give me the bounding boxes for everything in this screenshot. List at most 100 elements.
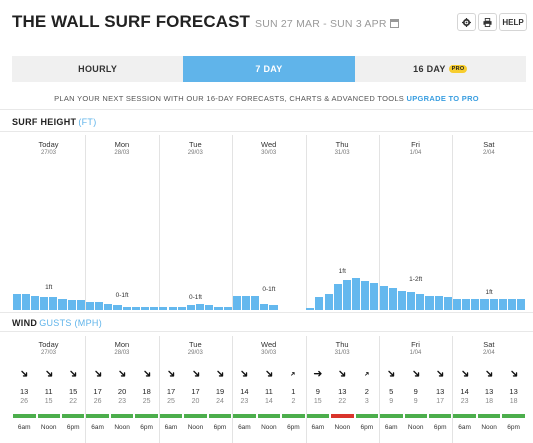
day-date: 29/03 <box>187 150 203 156</box>
day-date: 28/03 <box>114 150 130 156</box>
upgrade-link[interactable]: UPGRADE TO PRO <box>406 94 479 103</box>
help-button[interactable]: HELP <box>499 13 527 31</box>
time-label: 6pm <box>287 424 300 431</box>
surf-bar <box>517 299 526 310</box>
wind-rating-bar <box>61 414 85 418</box>
wind-speed: 13 <box>436 387 445 396</box>
surf-bar <box>104 304 113 310</box>
day-name: Fri <box>411 140 420 149</box>
time-label: 6pm <box>213 424 227 431</box>
day-date: 30/03 <box>261 350 277 356</box>
surf-bar <box>480 299 489 310</box>
day-date: 2/04 <box>483 350 495 356</box>
wind-direction-arrow-icon: ➜ <box>261 366 277 382</box>
day-divider <box>305 135 307 310</box>
settings-button[interactable] <box>457 13 476 31</box>
wind-direction-arrow-icon: ➜ <box>362 369 372 379</box>
wind-day-header: Tue 29/03 <box>159 340 232 356</box>
print-icon <box>483 17 492 27</box>
surf-bar <box>251 296 260 310</box>
day-date: 31/03 <box>334 350 350 356</box>
surf-height-title: SURF HEIGHT (FT) <box>12 117 97 127</box>
calendar-icon[interactable] <box>389 19 399 28</box>
surf-bar <box>260 304 269 310</box>
wind-gust: 14 <box>264 398 273 405</box>
day-name: Today <box>38 340 59 349</box>
surf-bar <box>205 305 214 310</box>
wind-gust: 9 <box>389 398 394 405</box>
wind-speed: 17 <box>93 387 102 396</box>
date-range[interactable]: SUN 27 MAR - SUN 3 APR <box>255 18 399 30</box>
surf-bar <box>95 302 104 310</box>
wind-gust: 15 <box>44 398 53 405</box>
day-name: Mon <box>114 140 130 149</box>
day-divider <box>158 336 160 443</box>
day-date: 28/03 <box>114 350 130 356</box>
wind-rating-bar <box>37 414 60 418</box>
surf-bar <box>30 296 40 310</box>
day-name: Today <box>38 140 59 149</box>
wind-speed: 2 <box>364 387 369 396</box>
wind-day-header: Sat 2/04 <box>452 340 525 356</box>
surf-bar <box>214 307 223 310</box>
surf-bar <box>12 294 21 310</box>
time-label: 6am <box>311 424 325 431</box>
day-divider <box>452 135 454 310</box>
surf-height-label: 0-1ft <box>115 292 129 299</box>
divider <box>0 131 533 132</box>
divider <box>0 109 533 110</box>
wind-speed: 9 <box>315 387 320 396</box>
time-label: 6pm <box>66 424 80 431</box>
day-name: Sat <box>483 140 495 149</box>
wind-speed: 13 <box>338 387 347 396</box>
time-label: Noon <box>481 424 497 431</box>
wind-gust: 26 <box>20 398 29 405</box>
time-label: 6am <box>91 424 104 431</box>
wind-gust: 23 <box>118 398 126 405</box>
wind-gust: 23 <box>460 398 469 405</box>
wind-rating-bar <box>233 414 256 418</box>
surf-bar <box>67 300 76 310</box>
time-label: Noon <box>114 424 130 431</box>
surf-bar <box>425 296 434 310</box>
tab-7-day[interactable]: 7 DAY <box>183 56 355 82</box>
surf-bar <box>489 299 498 310</box>
gear-icon <box>462 17 471 27</box>
day-date: 30/03 <box>261 150 277 156</box>
wind-rating-bar <box>306 414 330 418</box>
wind-direction-arrow-icon: ➜ <box>334 366 350 382</box>
surf-bar <box>232 296 241 310</box>
day-divider <box>85 135 87 310</box>
tab-hourly[interactable]: HOURLY <box>78 64 118 74</box>
time-label: Noon <box>187 424 204 431</box>
surf-bar <box>269 305 278 310</box>
wind-direction-arrow-icon: ➜ <box>313 368 323 380</box>
wind-gust: 17 <box>436 398 445 405</box>
day-divider <box>232 135 234 310</box>
wind-speed: 13 <box>484 387 494 396</box>
surf-bar <box>416 294 425 310</box>
day-date: 2/04 <box>483 150 495 156</box>
wind-direction-arrow-icon: ➜ <box>65 366 81 382</box>
surf-bar <box>168 307 177 310</box>
surf-bar <box>361 281 370 310</box>
wind-direction-arrow-icon: ➜ <box>432 366 448 382</box>
surf-day-header: Wed 30/03 <box>232 140 305 156</box>
surf-bar <box>315 297 324 310</box>
time-label: 6pm <box>507 424 520 431</box>
surf-bar <box>131 307 140 310</box>
forecast-tabs: HOURLY 7 DAY 16 DAY PRO <box>12 56 526 82</box>
surf-bar <box>407 292 416 310</box>
day-divider <box>452 336 454 443</box>
wind-gust: 2 <box>291 398 296 405</box>
day-divider <box>85 336 87 443</box>
day-divider <box>158 135 160 310</box>
wind-rating-bar <box>110 414 134 418</box>
surf-height-label: 1ft <box>338 268 346 275</box>
wind-rating-bar <box>477 414 501 418</box>
wind-rating-bar <box>184 414 207 418</box>
divider <box>0 312 533 313</box>
wind-speed: 15 <box>69 387 78 396</box>
tab-16-day[interactable]: 16 DAY PRO <box>355 56 526 82</box>
print-button[interactable] <box>478 13 497 31</box>
